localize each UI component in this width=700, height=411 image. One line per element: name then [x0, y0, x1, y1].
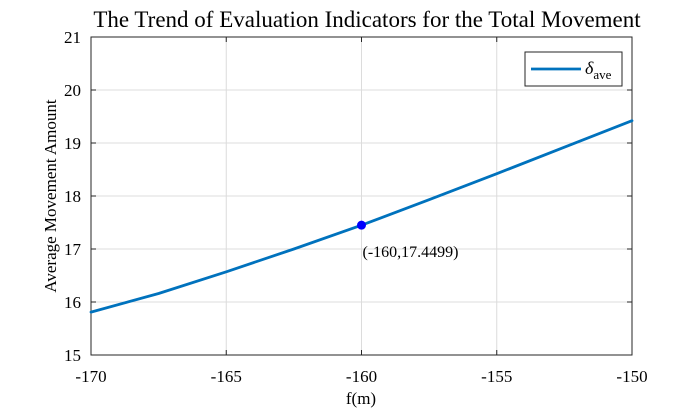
x-tick-label: -150	[616, 367, 647, 386]
y-tick-label: 18	[64, 187, 81, 206]
highlight-point	[357, 220, 366, 230]
highlight-point-label: (-160,17.4499)	[363, 244, 459, 261]
x-axis-label: f(m)	[346, 389, 376, 408]
y-tick-label: 19	[64, 134, 81, 153]
legend: δave	[524, 51, 623, 87]
y-tick-label: 15	[64, 346, 81, 365]
grid-lines	[91, 37, 632, 355]
chart-title: The Trend of Evaluation Indicators for t…	[93, 7, 641, 32]
y-tick-label: 17	[64, 240, 82, 259]
legend-entry-subscript: ave	[593, 67, 611, 82]
x-axis-ticks: -170 -165 -160 -155 -150	[75, 37, 648, 386]
x-tick-label: -170	[75, 367, 106, 386]
y-tick-label: 16	[64, 293, 81, 312]
y-axis-ticks: 15 16 17 18 19 20 21	[64, 28, 632, 365]
x-tick-label: -165	[211, 367, 242, 386]
legend-entry-name: δ	[585, 58, 594, 78]
x-tick-label: -160	[346, 367, 377, 386]
x-tick-label: -155	[481, 367, 512, 386]
y-tick-label: 20	[64, 81, 81, 100]
y-axis-label: Average Movement Amount	[41, 99, 60, 293]
legend-entry-label: δave	[585, 58, 612, 82]
y-tick-label: 21	[64, 28, 81, 47]
